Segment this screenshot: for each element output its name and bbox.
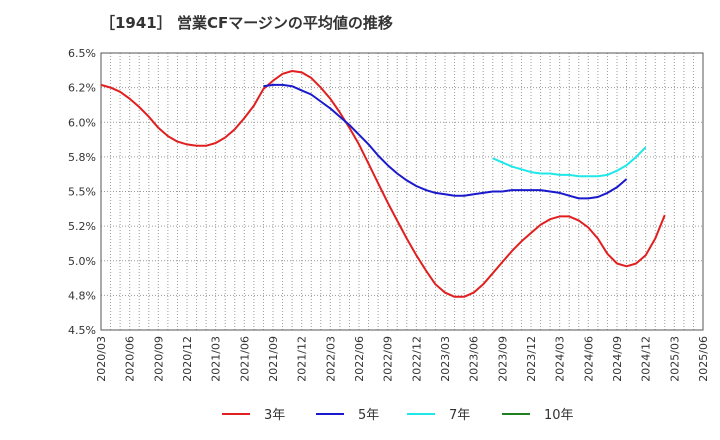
x-tick-label: 2021/09	[267, 336, 280, 382]
x-tick-label: 2025/03	[668, 336, 681, 382]
x-tick-label: 2024/09	[611, 336, 624, 382]
x-tick-label: 2020/03	[95, 336, 108, 382]
legend-label: 10年	[544, 408, 574, 423]
x-tick-label: 2024/06	[582, 336, 595, 382]
x-tick-label: 2023/09	[496, 336, 509, 382]
y-tick-label: 5.5%	[68, 186, 96, 199]
y-tick-label: 6.0%	[68, 116, 96, 129]
series-line-5年	[263, 83, 628, 200]
x-tick-label: 2023/12	[525, 336, 538, 382]
x-tick-label: 2025/06	[697, 336, 710, 382]
series-line-3年	[100, 70, 666, 298]
legend-label: 5年	[358, 408, 379, 423]
x-tick-label: 2022/03	[324, 336, 337, 382]
x-tick-label: 2021/06	[238, 336, 251, 382]
x-tick-label: 2022/12	[410, 336, 423, 382]
x-tick-label: 2022/09	[382, 336, 395, 382]
x-tick-label: 2023/03	[439, 336, 452, 382]
plot-area-frame	[100, 52, 704, 331]
y-tick-label: 5.8%	[68, 151, 96, 164]
y-tick-label: 5.0%	[68, 255, 96, 268]
series-line-7年	[492, 146, 647, 178]
x-tick-label: 2021/03	[210, 336, 223, 382]
x-tick-label: 2021/12	[296, 336, 309, 382]
x-tick-label: 2020/12	[181, 336, 194, 382]
legend-label: 7年	[449, 408, 470, 423]
y-tick-label: 6.5%	[68, 47, 96, 60]
y-tick-label: 4.5%	[68, 324, 96, 337]
x-tick-label: 2024/12	[640, 336, 653, 382]
y-tick-label: 4.8%	[68, 289, 96, 302]
x-tick-label: 2020/09	[152, 336, 165, 382]
legend-label: 3年	[264, 408, 285, 423]
x-tick-label: 2020/06	[124, 336, 137, 382]
x-tick-label: 2022/06	[353, 336, 366, 382]
x-tick-label: 2023/06	[468, 336, 481, 382]
x-tick-label: 2024/03	[554, 336, 567, 382]
chart-title: ［1941］ 営業CFマージンの平均値の推移	[100, 14, 393, 32]
y-tick-label: 6.2%	[68, 82, 96, 95]
y-tick-label: 5.2%	[68, 220, 96, 233]
